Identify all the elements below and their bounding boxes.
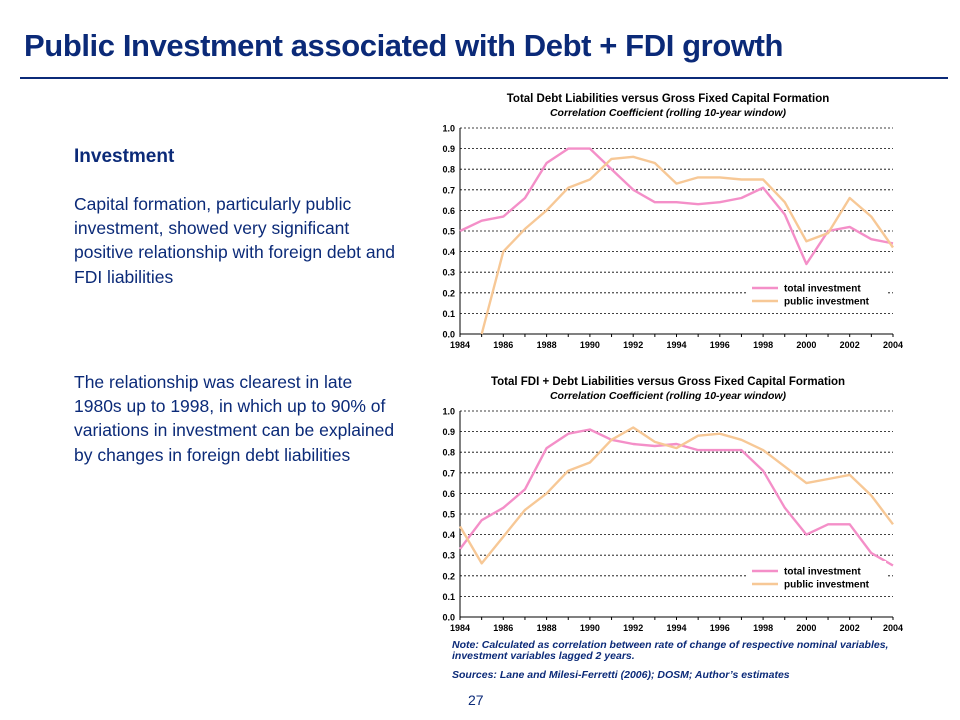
y-tick-label: 0.3 (442, 268, 455, 278)
x-tick-label: 1994 (666, 340, 686, 350)
x-tick-label: 2004 (883, 340, 903, 350)
x-tick-label: 2002 (840, 623, 860, 633)
fdi-debt-correlation-chart: Total FDI + Debt Liabilities versus Gros… (442, 376, 903, 633)
sources-note: Sources: Lane and Milesi-Ferretti (2006)… (452, 669, 790, 681)
body-paragraph-2: The relationship was clearest in late 19… (74, 372, 395, 465)
legend-label: total investment (784, 284, 861, 295)
debt-correlation-chart: Total Debt Liabilities versus Gross Fixe… (442, 93, 903, 350)
x-tick-label: 1998 (753, 623, 773, 633)
chart-subtitle: Correlation Coefficient (rolling 10-year… (550, 390, 787, 402)
page-number: 27 (468, 692, 484, 708)
y-tick-label: 0.5 (442, 510, 455, 520)
x-tick-label: 1992 (623, 340, 643, 350)
y-tick-label: 0.1 (442, 592, 455, 602)
y-tick-label: 0.3 (442, 551, 455, 561)
x-tick-label: 1996 (710, 340, 730, 350)
x-tick-label: 1984 (450, 623, 470, 633)
y-tick-label: 1.0 (442, 407, 455, 417)
x-tick-label: 1998 (753, 340, 773, 350)
x-tick-label: 2000 (796, 340, 816, 350)
y-tick-label: 0.9 (442, 427, 455, 437)
series-line-public-investment (480, 155, 894, 335)
x-tick-label: 1990 (580, 340, 600, 350)
x-tick-label: 1992 (623, 623, 643, 633)
chart-subtitle: Correlation Coefficient (rolling 10-year… (550, 107, 787, 119)
y-tick-label: 0.4 (442, 530, 455, 540)
y-tick-label: 0.8 (442, 448, 455, 458)
legend-label: public investment (784, 580, 870, 591)
x-tick-label: 1986 (493, 623, 513, 633)
series-line-total-investment (459, 147, 894, 266)
y-tick-label: 0.0 (442, 613, 455, 623)
x-tick-label: 1988 (537, 623, 557, 633)
page-title: Public Investment associated with Debt +… (24, 28, 784, 63)
y-tick-label: 0.6 (442, 489, 455, 499)
y-tick-label: 1.0 (442, 124, 455, 134)
y-tick-label: 0.5 (442, 227, 455, 237)
chart-title: Total Debt Liabilities versus Gross Fixe… (507, 93, 830, 105)
y-tick-label: 0.4 (442, 247, 455, 257)
series-line-total-investment (459, 428, 894, 567)
x-tick-label: 2000 (796, 623, 816, 633)
y-tick-label: 0.0 (442, 330, 455, 340)
chart-notes: Note: Calculated as correlation between … (452, 640, 922, 681)
x-tick-label: 2004 (883, 623, 903, 633)
y-tick-label: 0.2 (442, 571, 455, 581)
x-tick-label: 2002 (840, 340, 860, 350)
y-tick-label: 0.7 (442, 185, 455, 195)
legend-box (746, 561, 886, 591)
x-tick-label: 1990 (580, 623, 600, 633)
x-tick-label: 1986 (493, 340, 513, 350)
series-line-public-investment (458, 426, 894, 565)
x-tick-label: 1994 (666, 623, 686, 633)
body-paragraph-1: Capital formation, particularly public i… (74, 194, 396, 287)
x-tick-label: 1984 (450, 340, 470, 350)
chart-title: Total FDI + Debt Liabilities versus Gros… (491, 376, 845, 388)
legend-label: public investment (784, 297, 870, 308)
y-tick-label: 0.7 (442, 468, 455, 478)
y-tick-label: 0.1 (442, 309, 455, 319)
x-tick-label: 1996 (710, 623, 730, 633)
legend-box (746, 278, 886, 308)
section-heading: Investment (74, 146, 175, 167)
legend-label: total investment (784, 567, 861, 578)
title-divider (20, 77, 948, 79)
y-tick-label: 0.2 (442, 288, 455, 298)
y-tick-label: 0.8 (442, 165, 455, 175)
methodology-note: Note: Calculated as correlation between … (452, 639, 889, 662)
y-tick-label: 0.9 (442, 144, 455, 154)
x-tick-label: 1988 (537, 340, 557, 350)
y-tick-label: 0.6 (442, 206, 455, 216)
